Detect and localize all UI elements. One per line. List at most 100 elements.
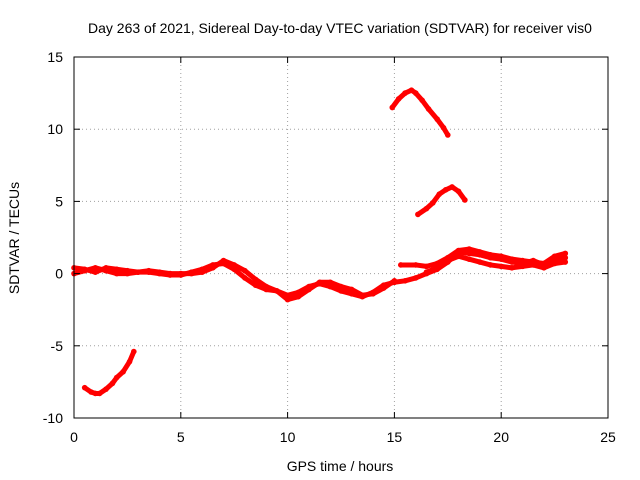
- data-point: [530, 262, 537, 268]
- data-point: [415, 211, 421, 218]
- data-point: [274, 288, 280, 294]
- y-tick-label: 15: [47, 49, 63, 65]
- data-point: [412, 275, 419, 281]
- data-point: [242, 275, 248, 281]
- data-point: [220, 257, 227, 264]
- data-point: [449, 184, 455, 190]
- series-arc-mid: [415, 184, 468, 218]
- data-point: [442, 187, 449, 193]
- data-point: [242, 267, 248, 274]
- data-point: [423, 269, 430, 275]
- data-point: [81, 267, 88, 274]
- grid: [74, 57, 608, 418]
- data-point: [445, 132, 451, 138]
- series-line: [398, 246, 568, 269]
- tick-marks: [73, 56, 609, 419]
- y-tick-label: 5: [55, 193, 63, 209]
- y-axis-label: SDTVAR / TECUs: [6, 182, 22, 294]
- data-point: [109, 380, 116, 387]
- data-point: [445, 257, 451, 264]
- x-tick-label: 20: [493, 429, 509, 445]
- data-point: [408, 87, 415, 94]
- data-point: [124, 270, 131, 277]
- plot-frame: [73, 56, 609, 419]
- data-point: [338, 283, 344, 290]
- data-point: [348, 286, 355, 293]
- data-point: [419, 97, 425, 104]
- data-point: [120, 368, 126, 375]
- data-point: [131, 348, 137, 355]
- data-point: [423, 263, 430, 270]
- data-point: [477, 259, 483, 265]
- chart-title: Day 263 of 2021, Sidereal Day-to-day VTE…: [88, 20, 592, 36]
- series-line: [389, 87, 451, 138]
- data-point: [145, 267, 152, 274]
- data-point: [466, 256, 472, 262]
- data-point: [389, 104, 396, 111]
- data-point: [562, 259, 569, 265]
- series-late-band-lower: [423, 253, 569, 275]
- data-point: [455, 188, 462, 195]
- data-point: [103, 386, 109, 392]
- x-tick-label: 10: [280, 429, 296, 445]
- data-point: [455, 253, 462, 260]
- data-point: [440, 124, 447, 131]
- y-tick-label: 0: [55, 266, 63, 282]
- data-point: [541, 265, 547, 271]
- data-point: [436, 191, 443, 197]
- data-point: [509, 265, 515, 271]
- data-point: [551, 253, 558, 260]
- data-point: [519, 263, 526, 270]
- data-point: [391, 279, 398, 286]
- data-point: [263, 283, 270, 290]
- data-point: [359, 292, 366, 299]
- data-point: [126, 358, 133, 365]
- series-group: [71, 87, 569, 397]
- data-point: [188, 270, 195, 277]
- data-point: [327, 279, 334, 286]
- data-point: [113, 374, 120, 381]
- data-point: [498, 253, 505, 260]
- data-point: [103, 267, 109, 274]
- data-point: [455, 247, 462, 254]
- y-tick-label: -5: [51, 338, 64, 354]
- series-arc-low: [81, 348, 137, 397]
- data-point: [434, 116, 440, 122]
- data-point: [210, 265, 216, 271]
- data-point: [430, 200, 436, 206]
- data-point: [252, 282, 259, 288]
- x-axis-label: GPS time / hours: [287, 458, 394, 474]
- y-tick-label: 10: [47, 121, 63, 137]
- data-point: [81, 384, 88, 391]
- data-point: [284, 296, 291, 303]
- data-point: [509, 256, 515, 262]
- data-point: [370, 291, 376, 297]
- data-point: [551, 260, 558, 267]
- data-point: [412, 262, 419, 268]
- data-point: [423, 205, 430, 212]
- x-tick-label: 5: [177, 429, 185, 445]
- x-tick-label: 15: [387, 429, 403, 445]
- x-tick-label: 25: [600, 429, 616, 445]
- data-point: [402, 90, 408, 96]
- data-point: [487, 252, 494, 258]
- data-point: [402, 278, 408, 284]
- data-point: [434, 265, 440, 271]
- data-point: [295, 293, 302, 300]
- data-point: [88, 389, 94, 395]
- data-point: [316, 279, 323, 286]
- series-main-band-b: [71, 257, 398, 303]
- data-point: [398, 262, 404, 268]
- data-point: [498, 263, 505, 270]
- data-point: [135, 269, 141, 275]
- data-point: [92, 390, 99, 397]
- data-point: [167, 270, 173, 277]
- data-point: [562, 250, 569, 257]
- data-point: [462, 197, 468, 203]
- data-point: [306, 286, 312, 293]
- data-point: [252, 276, 259, 283]
- tick-labels: 0 5 10 15 20 25 -10 -5 0 5 10 15: [43, 49, 616, 445]
- data-point: [466, 246, 472, 252]
